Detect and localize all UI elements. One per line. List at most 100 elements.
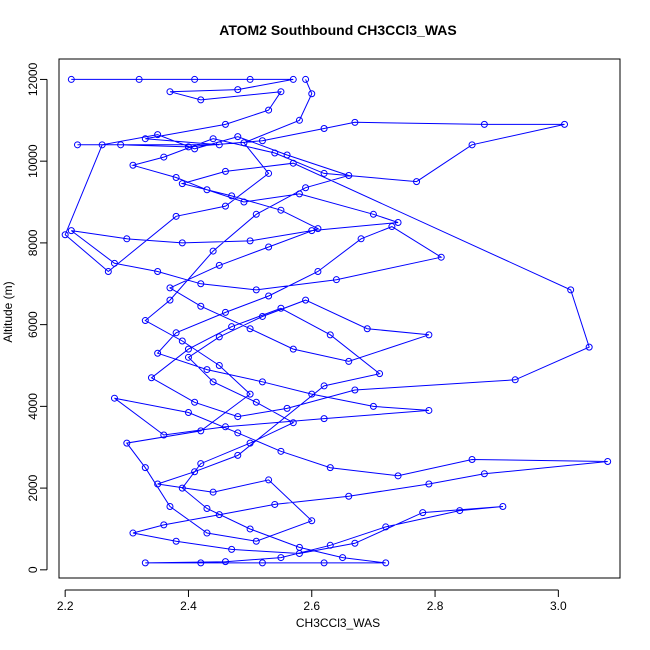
- data-point: [221, 423, 229, 431]
- data-point: [265, 292, 273, 300]
- y-tick-label: 2000: [26, 474, 40, 501]
- data-point: [413, 178, 421, 186]
- data-point: [67, 227, 75, 235]
- data-point: [567, 286, 575, 294]
- data-point: [178, 337, 186, 345]
- data-point: [363, 325, 371, 333]
- data-point: [302, 75, 310, 83]
- data-point: [160, 431, 168, 439]
- data-point: [246, 525, 254, 533]
- data-point: [221, 167, 229, 175]
- data-point: [277, 88, 285, 96]
- data-point: [221, 202, 229, 210]
- data-point: [246, 325, 254, 333]
- data-point: [258, 312, 266, 320]
- data-point: [123, 235, 131, 243]
- data-point: [499, 502, 507, 510]
- data-point: [135, 75, 143, 83]
- data-point: [197, 460, 205, 468]
- data-point: [154, 480, 162, 488]
- data-point: [277, 447, 285, 455]
- data-point: [369, 210, 377, 218]
- data-point: [295, 190, 303, 198]
- data-point: [283, 151, 291, 159]
- data-point: [425, 480, 433, 488]
- data-point: [480, 470, 488, 478]
- data-point: [252, 398, 260, 406]
- y-tick-label: 10000: [26, 144, 40, 178]
- data-point: [326, 464, 334, 472]
- data-point: [197, 559, 205, 567]
- data-point: [191, 145, 199, 153]
- data-point: [166, 88, 174, 96]
- y-tick-label: 0: [26, 566, 40, 573]
- data-point: [289, 159, 297, 167]
- data-point: [252, 286, 260, 294]
- data-point: [147, 374, 155, 382]
- data-point: [234, 429, 242, 437]
- data-point: [61, 231, 69, 239]
- data-point: [376, 370, 384, 378]
- data-point: [228, 192, 236, 200]
- data-point: [246, 439, 254, 447]
- data-point: [289, 345, 297, 353]
- data-point: [252, 537, 260, 545]
- axes: 2.2 2.4 2.6 2.8 3.0 0 2000 4000 6000 8000 10000 120…: [26, 58, 621, 613]
- data-point: [215, 333, 223, 341]
- data-point: [320, 124, 328, 132]
- data-point: [160, 521, 168, 529]
- data-point: [172, 212, 180, 220]
- data-point: [246, 75, 254, 83]
- data-point: [154, 349, 162, 357]
- data-point: [209, 247, 217, 255]
- data-point: [67, 75, 75, 83]
- data-point: [425, 406, 433, 414]
- data-point: [480, 120, 488, 128]
- data-point: [265, 169, 273, 177]
- data-point: [141, 317, 149, 325]
- data-point: [104, 268, 112, 276]
- data-point: [419, 509, 427, 517]
- data-point: [320, 415, 328, 423]
- data-point: [320, 169, 328, 177]
- y-tick-label: 12000: [26, 62, 40, 96]
- data-point: [178, 484, 186, 492]
- data-point: [154, 131, 162, 139]
- data-point: [178, 180, 186, 188]
- data-point: [308, 90, 316, 98]
- data-point: [332, 276, 340, 284]
- data-point: [252, 210, 260, 218]
- data-point: [166, 284, 174, 292]
- data-point: [271, 149, 279, 157]
- data-point: [351, 386, 359, 394]
- data-point: [246, 237, 254, 245]
- data-point: [585, 343, 593, 351]
- data-point: [295, 543, 303, 551]
- data-point: [184, 143, 192, 151]
- data-point: [141, 559, 149, 567]
- data-point: [511, 376, 519, 384]
- data-point: [258, 137, 266, 145]
- data-point: [129, 529, 137, 537]
- data-point: [351, 539, 359, 547]
- data-point: [184, 345, 192, 353]
- data-point: [215, 141, 223, 149]
- data-point: [468, 455, 476, 463]
- y-tick-label: 6000: [26, 311, 40, 338]
- data-point: [203, 366, 211, 374]
- data-point: [98, 141, 106, 149]
- data-point: [110, 394, 118, 402]
- data-point: [234, 86, 242, 94]
- data-point: [191, 468, 199, 476]
- data-point: [604, 458, 612, 466]
- plot-frame: [58, 58, 621, 579]
- data-point: [302, 184, 310, 192]
- x-axis-label: CH3CCl3_WAS: [296, 616, 380, 630]
- data-point: [240, 198, 248, 206]
- data-point: [184, 353, 192, 361]
- series-line: [64, 78, 608, 564]
- data-point: [308, 390, 316, 398]
- data-point: [456, 507, 464, 515]
- data-point: [339, 554, 347, 562]
